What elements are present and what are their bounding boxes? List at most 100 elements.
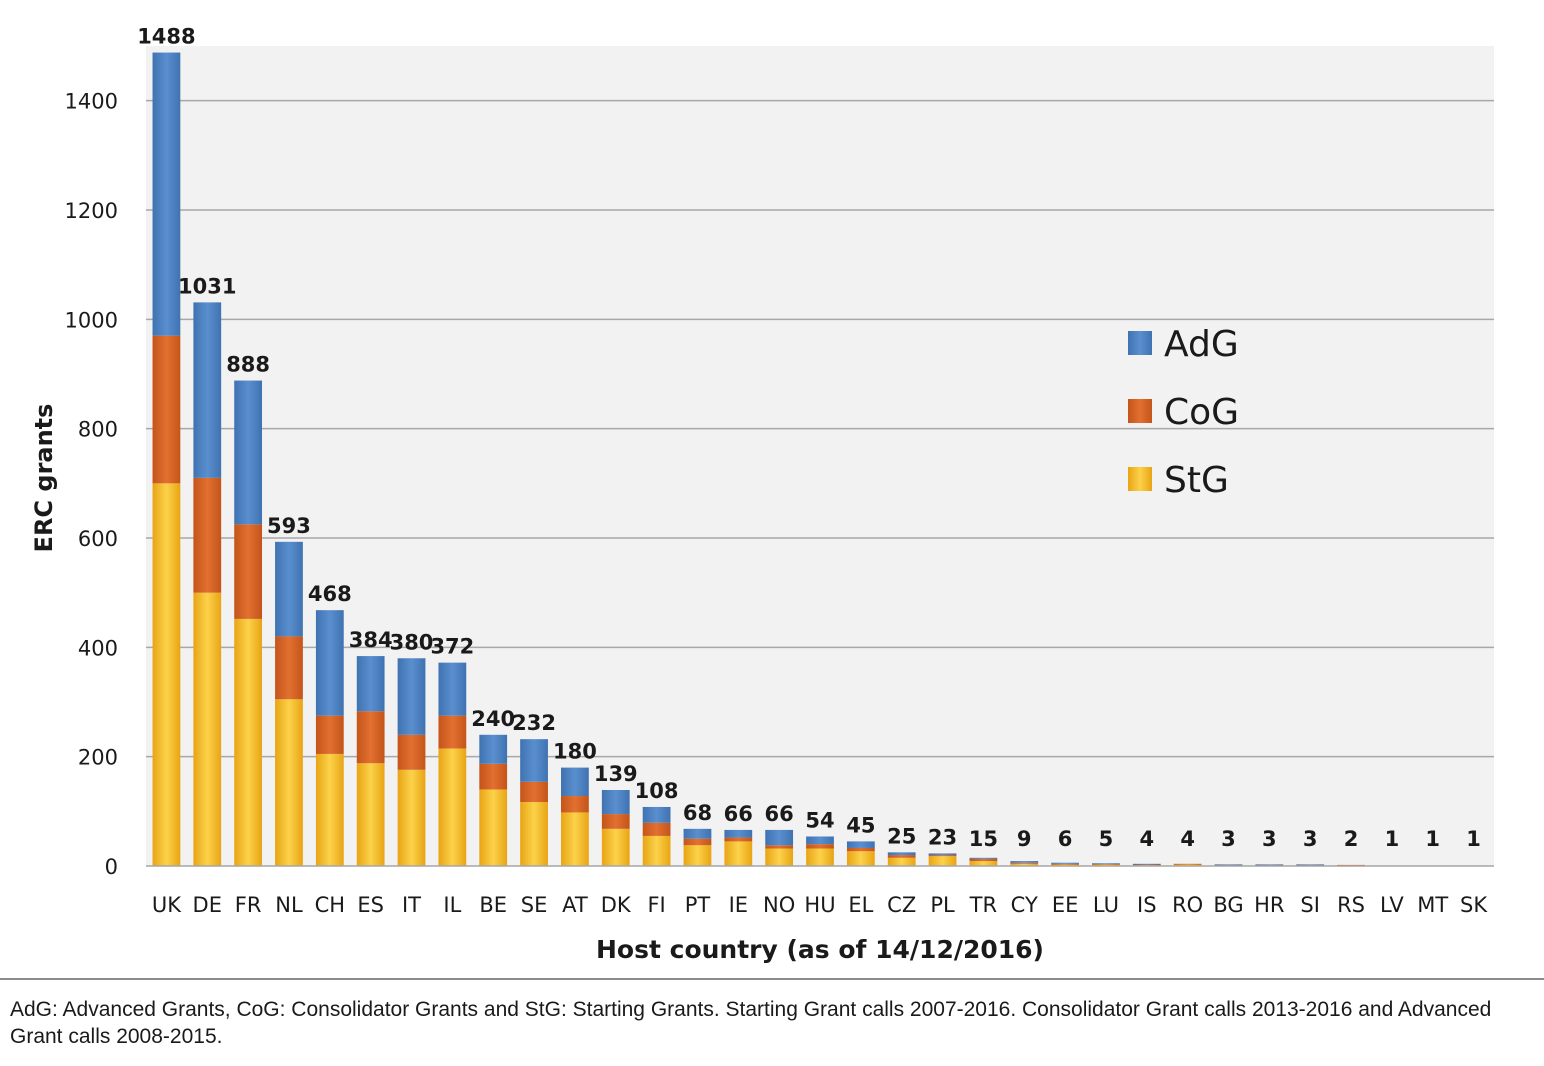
bar-TR-StG	[969, 861, 998, 866]
data-label-NO: 66	[765, 802, 794, 826]
bar-UK-CoG	[152, 335, 181, 484]
x-tick-label-LV: LV	[1380, 893, 1404, 917]
x-tick-label-HR: HR	[1254, 893, 1284, 917]
legend-label-StG: StG	[1164, 460, 1229, 501]
bar-CH-StG	[315, 753, 344, 866]
bar-EL-AdG	[846, 841, 875, 848]
bar-IL-AdG	[438, 662, 467, 716]
bar-NL-CoG	[275, 636, 303, 700]
x-tick-label-PL: PL	[930, 893, 955, 917]
x-tick-label-EE: EE	[1052, 893, 1079, 917]
bar-LU-StG	[1092, 864, 1120, 866]
x-tick-label-RO: RO	[1172, 893, 1203, 917]
bar-AT-CoG	[561, 796, 589, 813]
bar-PL-AdG	[928, 853, 957, 856]
data-label-HR: 3	[1262, 827, 1277, 851]
x-tick-label-BG: BG	[1213, 893, 1243, 917]
bar-PT-CoG	[683, 838, 712, 846]
x-tick-label-MT: MT	[1417, 893, 1448, 917]
bar-NL-AdG	[275, 541, 303, 637]
x-tick-label-NL: NL	[275, 893, 303, 917]
data-label-MT: 1	[1425, 827, 1440, 851]
bar-NO-CoG	[765, 845, 794, 849]
data-label-EE: 6	[1058, 827, 1073, 851]
bar-RO-StG	[1173, 864, 1202, 866]
bar-IT-AdG	[397, 658, 426, 735]
x-tick-label-CH: CH	[315, 893, 345, 917]
data-label-LU: 5	[1099, 827, 1114, 851]
y-tick-label: 600	[78, 527, 118, 551]
legend-swatch-CoG	[1128, 399, 1152, 423]
bar-SI-AdG	[1296, 864, 1325, 866]
bar-DK-StG	[601, 828, 630, 866]
bar-ES-AdG	[356, 656, 385, 712]
figure-caption: AdG: Advanced Grants, CoG: Consolidator …	[10, 998, 1492, 1048]
legend-swatch-AdG	[1128, 331, 1152, 355]
bar-CZ-AdG	[887, 852, 916, 856]
bar-PL-StG	[928, 856, 957, 866]
bar-AT-AdG	[561, 767, 589, 797]
legend-swatch-StG	[1128, 467, 1152, 491]
bar-BE-StG	[479, 789, 508, 866]
bar-DE-AdG	[193, 302, 222, 478]
y-tick-label: 200	[78, 746, 118, 770]
bar-IT-StG	[397, 769, 426, 866]
x-axis-ticks: UK DE FR NL CH ES IT IL BE SE AT DK FI PT IE NO HU EL CZ PL…	[152, 893, 1489, 917]
bar-CZ-CoG	[887, 855, 916, 858]
data-label-UK: 1488	[137, 25, 195, 49]
bar-SE-AdG	[520, 739, 548, 782]
bar-UK-StG	[152, 483, 181, 866]
x-tick-label-IT: IT	[402, 893, 421, 917]
plot-area	[146, 46, 1494, 866]
x-tick-label-FI: FI	[647, 893, 665, 917]
bar-PT-AdG	[683, 828, 712, 839]
bar-IE-CoG	[724, 837, 753, 842]
bar-DE-CoG	[193, 477, 222, 593]
x-tick-label-SK: SK	[1460, 893, 1488, 917]
bar-TR-CoG	[969, 858, 998, 862]
bar-AT-StG	[561, 812, 589, 866]
x-tick-label-IS: IS	[1137, 893, 1157, 917]
x-tick-label-ES: ES	[357, 893, 384, 917]
bar-DE-StG	[193, 592, 222, 866]
bar-FI-AdG	[642, 806, 671, 823]
bar-IS-CoG	[1132, 864, 1161, 866]
data-label-IL: 372	[430, 635, 474, 659]
x-tick-label-CZ: CZ	[887, 893, 916, 917]
bar-PL-CoG	[928, 855, 957, 857]
data-label-FR: 888	[226, 353, 270, 377]
bar-LU-CoG	[1092, 863, 1120, 865]
data-label-PL: 23	[928, 825, 957, 849]
x-tick-label-TR: TR	[969, 893, 997, 917]
data-label-SK: 1	[1466, 827, 1481, 851]
y-tick-label: 400	[78, 636, 118, 660]
x-tick-label-SI: SI	[1300, 893, 1320, 917]
bar-IT-CoG	[397, 734, 426, 770]
x-tick-label-DE: DE	[193, 893, 222, 917]
data-label-SI: 3	[1303, 827, 1318, 851]
data-label-BG: 3	[1221, 827, 1236, 851]
legend-label-AdG: AdG	[1164, 324, 1239, 365]
caption-divider	[0, 978, 1544, 980]
bar-IS-AdG	[1132, 863, 1161, 865]
data-label-SE: 232	[512, 711, 556, 735]
bar-NL-StG	[275, 699, 303, 866]
x-tick-label-UK: UK	[152, 893, 182, 917]
x-tick-label-BE: BE	[479, 893, 507, 917]
x-axis-title: Host country (as of 14/12/2016)	[596, 935, 1044, 964]
data-label-IE: 66	[724, 802, 753, 826]
bar-EL-StG	[846, 851, 875, 866]
y-tick-label: 1200	[65, 199, 118, 223]
data-label-FI: 108	[635, 779, 679, 803]
y-tick-label: 800	[78, 418, 118, 442]
y-tick-label: 1000	[65, 308, 118, 332]
bar-FI-StG	[642, 835, 671, 866]
data-label-NL: 593	[267, 514, 311, 538]
bar-DK-AdG	[601, 790, 630, 815]
data-label-PT: 68	[683, 801, 712, 825]
y-axis-title: ERC grants	[30, 404, 58, 553]
bar-NO-AdG	[765, 829, 794, 846]
data-label-BE: 240	[471, 707, 515, 731]
x-tick-label-DK: DK	[601, 893, 632, 917]
